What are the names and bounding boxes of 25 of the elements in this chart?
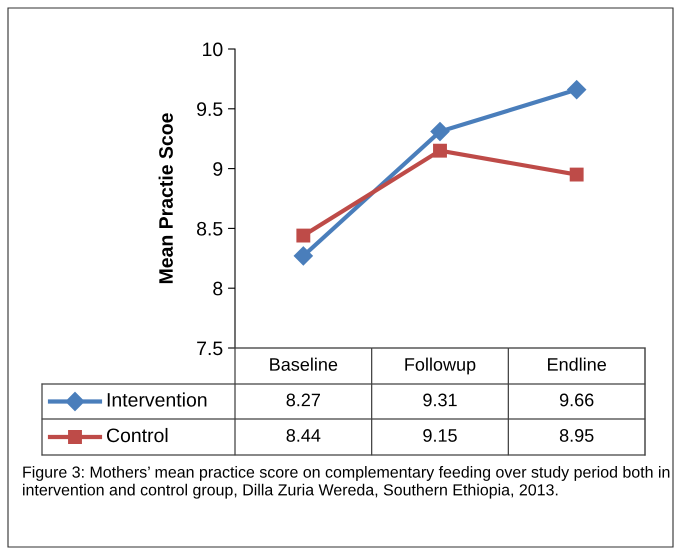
legend-label: Intervention: [108, 392, 206, 407]
y-tick-label: 8.5: [197, 222, 222, 236]
y-tick-label: 10: [203, 42, 222, 56]
data-label: 8.95: [560, 429, 594, 442]
x-tick-label: Followup: [405, 358, 476, 374]
y-tick-label: 9.5: [197, 102, 222, 116]
data-label: 8.27: [286, 394, 320, 406]
data-label: 9.66: [560, 394, 594, 406]
point: [294, 246, 313, 266]
y-tick-label: 8: [213, 282, 222, 296]
y-axis-title: Mean Practie Scoe: [158, 113, 173, 284]
x-tick-label: Endline: [548, 358, 606, 371]
point: [430, 122, 450, 142]
data-label: 8.44: [286, 429, 320, 442]
y-tick-label: 9: [213, 162, 222, 176]
y-tick-label: 7.5: [197, 342, 222, 356]
point: [570, 168, 584, 182]
x-tick-label: Baseline: [270, 358, 338, 371]
point: [296, 228, 310, 243]
caption: Figure 3: Mothers’ mean practice score on complementary feeding over study period both in intervention and control group, Dilla Zuria Wereda, Southern Ethiopia, 2013.: [23, 466, 670, 499]
legend-label: Control: [106, 428, 168, 442]
point: [567, 80, 586, 100]
data-label: 9.15: [423, 429, 457, 442]
point: [433, 144, 447, 158]
data-label: 9.31: [423, 394, 457, 406]
